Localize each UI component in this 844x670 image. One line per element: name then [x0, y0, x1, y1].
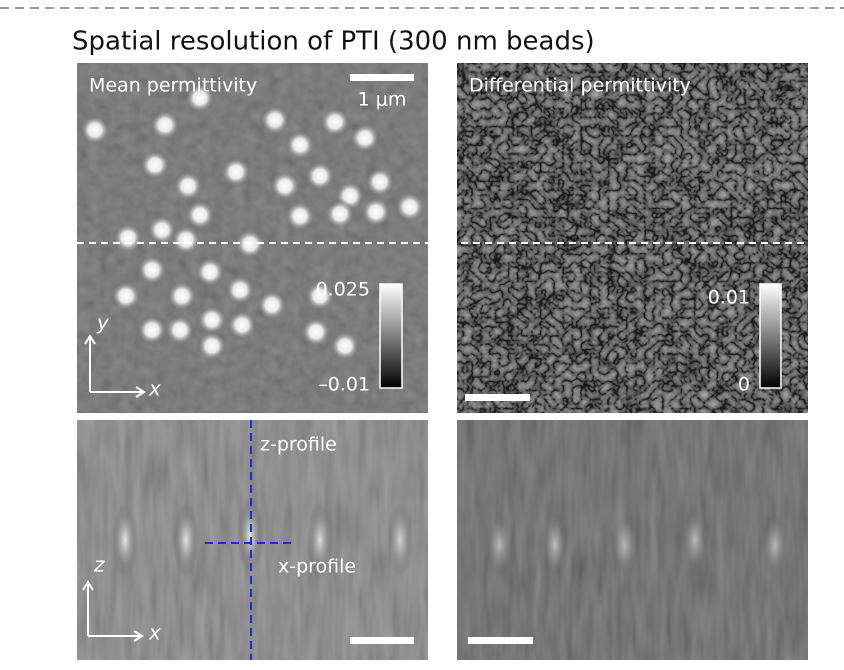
- texture-blob: [320, 107, 350, 137]
- texture-blob: [285, 201, 315, 231]
- texture-blob: [197, 305, 227, 335]
- profile-label: z-profile: [260, 434, 337, 456]
- texture-blob: [197, 331, 227, 361]
- colorbar-min: –0.01: [318, 374, 370, 396]
- texture-blob: [113, 223, 143, 253]
- figure-title: Spatial resolution of PTI (300 nm beads): [72, 27, 595, 57]
- texture-blob: [361, 197, 391, 227]
- axis-label: y: [96, 311, 110, 335]
- colorbar-min: 0: [738, 374, 750, 396]
- texture-blob: [285, 130, 315, 160]
- colorbar: [379, 283, 403, 389]
- scale-bar-label: 1 μm: [358, 89, 407, 111]
- differential-permittivity-image: [457, 63, 808, 413]
- scale-bar: [350, 74, 414, 81]
- texture-blob: [227, 310, 257, 340]
- texture-blob: [761, 513, 789, 577]
- texture-blob: [167, 281, 197, 311]
- texture-blob: [137, 315, 167, 345]
- texture-blob: [486, 513, 514, 577]
- axis-label: x: [148, 377, 161, 401]
- texture-blob: [165, 315, 195, 345]
- texture-blob: [112, 502, 138, 578]
- texture-blob: [305, 281, 335, 311]
- mean-xz-image: [77, 420, 428, 660]
- axis-arrows: [82, 334, 146, 642]
- texture-blob: [137, 255, 167, 285]
- texture-blob: [260, 105, 290, 135]
- texture-blob: [221, 157, 251, 187]
- panel-label: Differential permittivity: [469, 75, 691, 97]
- texture-blob: [330, 331, 360, 361]
- colorbar: [759, 283, 782, 389]
- panel-label: Mean permittivity: [89, 75, 257, 97]
- texture-blob: [237, 497, 263, 573]
- texture-blob: [80, 115, 110, 145]
- colorbar-max: 0.025: [316, 279, 370, 301]
- texture-blob: [111, 281, 141, 311]
- colorbar-max: 0.01: [708, 287, 750, 309]
- texture-blob: [173, 171, 203, 201]
- texture-blob: [365, 167, 395, 197]
- texture-blob: [185, 200, 215, 230]
- texture-blob: [541, 513, 569, 577]
- scale-bar: [350, 637, 414, 644]
- axis-label: z: [93, 553, 105, 577]
- mean-permittivity-image: [77, 63, 428, 413]
- texture-blob: [171, 225, 201, 255]
- texture-blob: [140, 150, 170, 180]
- texture-blob: [387, 502, 413, 578]
- texture-blob: [225, 275, 255, 305]
- texture-blob: [325, 199, 355, 229]
- texture-blob: [173, 502, 199, 578]
- texture-blob: [195, 257, 225, 287]
- texture-blob: [307, 502, 333, 578]
- texture-blob: [257, 290, 287, 320]
- scale-bar: [468, 637, 533, 644]
- texture-blob: [270, 171, 300, 201]
- texture-blob: [350, 123, 380, 153]
- texture-blob: [150, 110, 180, 140]
- texture-blob: [185, 83, 215, 113]
- scale-bar: [465, 394, 530, 401]
- differential-xz-image: [457, 420, 808, 660]
- texture-blob: [681, 508, 709, 572]
- texture-blob: [147, 215, 177, 245]
- texture-blob: [395, 192, 425, 222]
- texture-blob: [611, 513, 639, 577]
- texture-blob: [301, 317, 331, 347]
- texture-blob: [305, 161, 335, 191]
- axis-label: x: [148, 621, 161, 645]
- profile-label: x-profile: [278, 556, 356, 578]
